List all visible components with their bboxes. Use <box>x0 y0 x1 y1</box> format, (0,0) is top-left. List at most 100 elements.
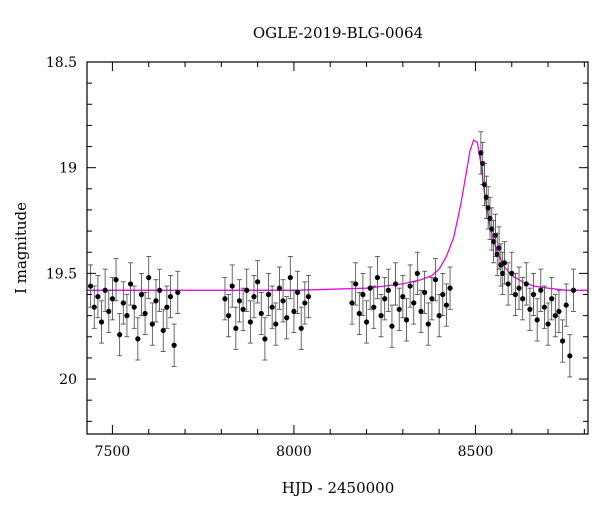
data-point <box>262 336 268 342</box>
data-point <box>258 310 264 317</box>
data-point <box>371 304 377 310</box>
data-point <box>538 287 544 293</box>
data-point <box>552 313 558 319</box>
model-curve <box>87 139 588 291</box>
x-tick-label: 7500 <box>95 444 131 460</box>
data-point <box>545 321 551 327</box>
data-point <box>135 336 141 342</box>
data-point <box>520 296 526 302</box>
data-point <box>509 270 515 276</box>
data-point <box>418 308 424 315</box>
x-axis-label: HJD - 2450000 <box>282 479 395 497</box>
y-axis-label: I magnitude <box>12 202 30 294</box>
data-point <box>280 298 286 304</box>
data-point <box>491 239 497 245</box>
data-point <box>534 317 540 323</box>
data-point <box>505 281 511 287</box>
data-point <box>411 300 417 306</box>
data-point <box>414 270 420 276</box>
data-point <box>305 294 312 300</box>
data-point <box>400 294 406 300</box>
data-point <box>225 313 232 319</box>
data-point <box>146 274 152 281</box>
data-point <box>160 327 166 334</box>
data-point <box>492 232 499 238</box>
data-point <box>374 274 381 281</box>
data-point <box>167 294 174 300</box>
data-point <box>149 321 155 327</box>
data-point <box>496 245 502 251</box>
data-point <box>549 296 555 302</box>
data-point <box>440 291 446 298</box>
data-point <box>483 194 489 200</box>
data-point <box>120 300 126 306</box>
data-point <box>88 283 94 289</box>
data-point <box>287 274 293 281</box>
data-point <box>102 287 108 293</box>
data-point <box>559 338 566 344</box>
data-point <box>530 291 537 298</box>
data-point <box>425 321 431 327</box>
data-point <box>273 321 279 327</box>
data-point <box>556 308 562 315</box>
data-point <box>501 260 508 266</box>
data-point <box>142 310 148 317</box>
data-point <box>117 332 123 338</box>
data-point <box>487 215 493 222</box>
data-point <box>106 308 112 315</box>
x-tick-label: 8500 <box>458 444 494 460</box>
data-point <box>124 313 130 319</box>
plot-frame <box>86 61 589 435</box>
data-point <box>294 289 301 295</box>
data-point <box>436 313 442 319</box>
data-point <box>353 281 359 287</box>
data-point <box>516 285 522 291</box>
data-point <box>422 289 428 295</box>
data-point <box>240 306 246 312</box>
data-point <box>127 281 134 287</box>
data-point <box>236 298 243 304</box>
data-point <box>478 150 484 156</box>
data-point <box>363 319 370 325</box>
data-point <box>378 313 384 319</box>
data-point <box>113 277 119 283</box>
y-tick-label: 19.5 <box>46 266 77 282</box>
data-point <box>171 342 177 348</box>
data-point <box>251 294 257 300</box>
axis-ticks: 7500 8000 8500 18.5 19 19.5 20 <box>46 55 588 460</box>
data-point <box>403 317 410 323</box>
data-point <box>447 285 453 291</box>
data-point <box>247 319 253 325</box>
data-point <box>91 304 97 310</box>
data-point <box>567 353 573 359</box>
data-point <box>512 291 518 298</box>
data-point <box>222 296 228 302</box>
data-point <box>443 302 450 308</box>
data-point <box>138 291 145 298</box>
data-point <box>382 296 388 302</box>
data-point <box>229 283 235 289</box>
data-point <box>523 281 529 287</box>
data-point <box>98 319 105 325</box>
data-point <box>157 287 163 293</box>
y-tick-label: 20 <box>59 372 77 388</box>
data-point <box>389 323 395 329</box>
plot-area <box>87 131 588 378</box>
data-point <box>432 277 439 283</box>
data-point <box>284 315 290 321</box>
data-point <box>489 226 495 232</box>
data-point <box>407 283 413 289</box>
data-point <box>392 281 399 287</box>
data-point <box>396 306 402 312</box>
data-point <box>527 306 533 312</box>
data-point <box>269 304 275 310</box>
data-point <box>429 296 435 302</box>
y-tick-label: 19 <box>59 161 77 177</box>
chart-title: OGLE-2019-BLG-0064 <box>253 24 423 42</box>
data-point <box>494 251 500 257</box>
data-point <box>349 300 355 306</box>
data-point <box>153 298 159 304</box>
data-point <box>360 291 366 298</box>
x-tick-label: 8000 <box>276 444 312 460</box>
